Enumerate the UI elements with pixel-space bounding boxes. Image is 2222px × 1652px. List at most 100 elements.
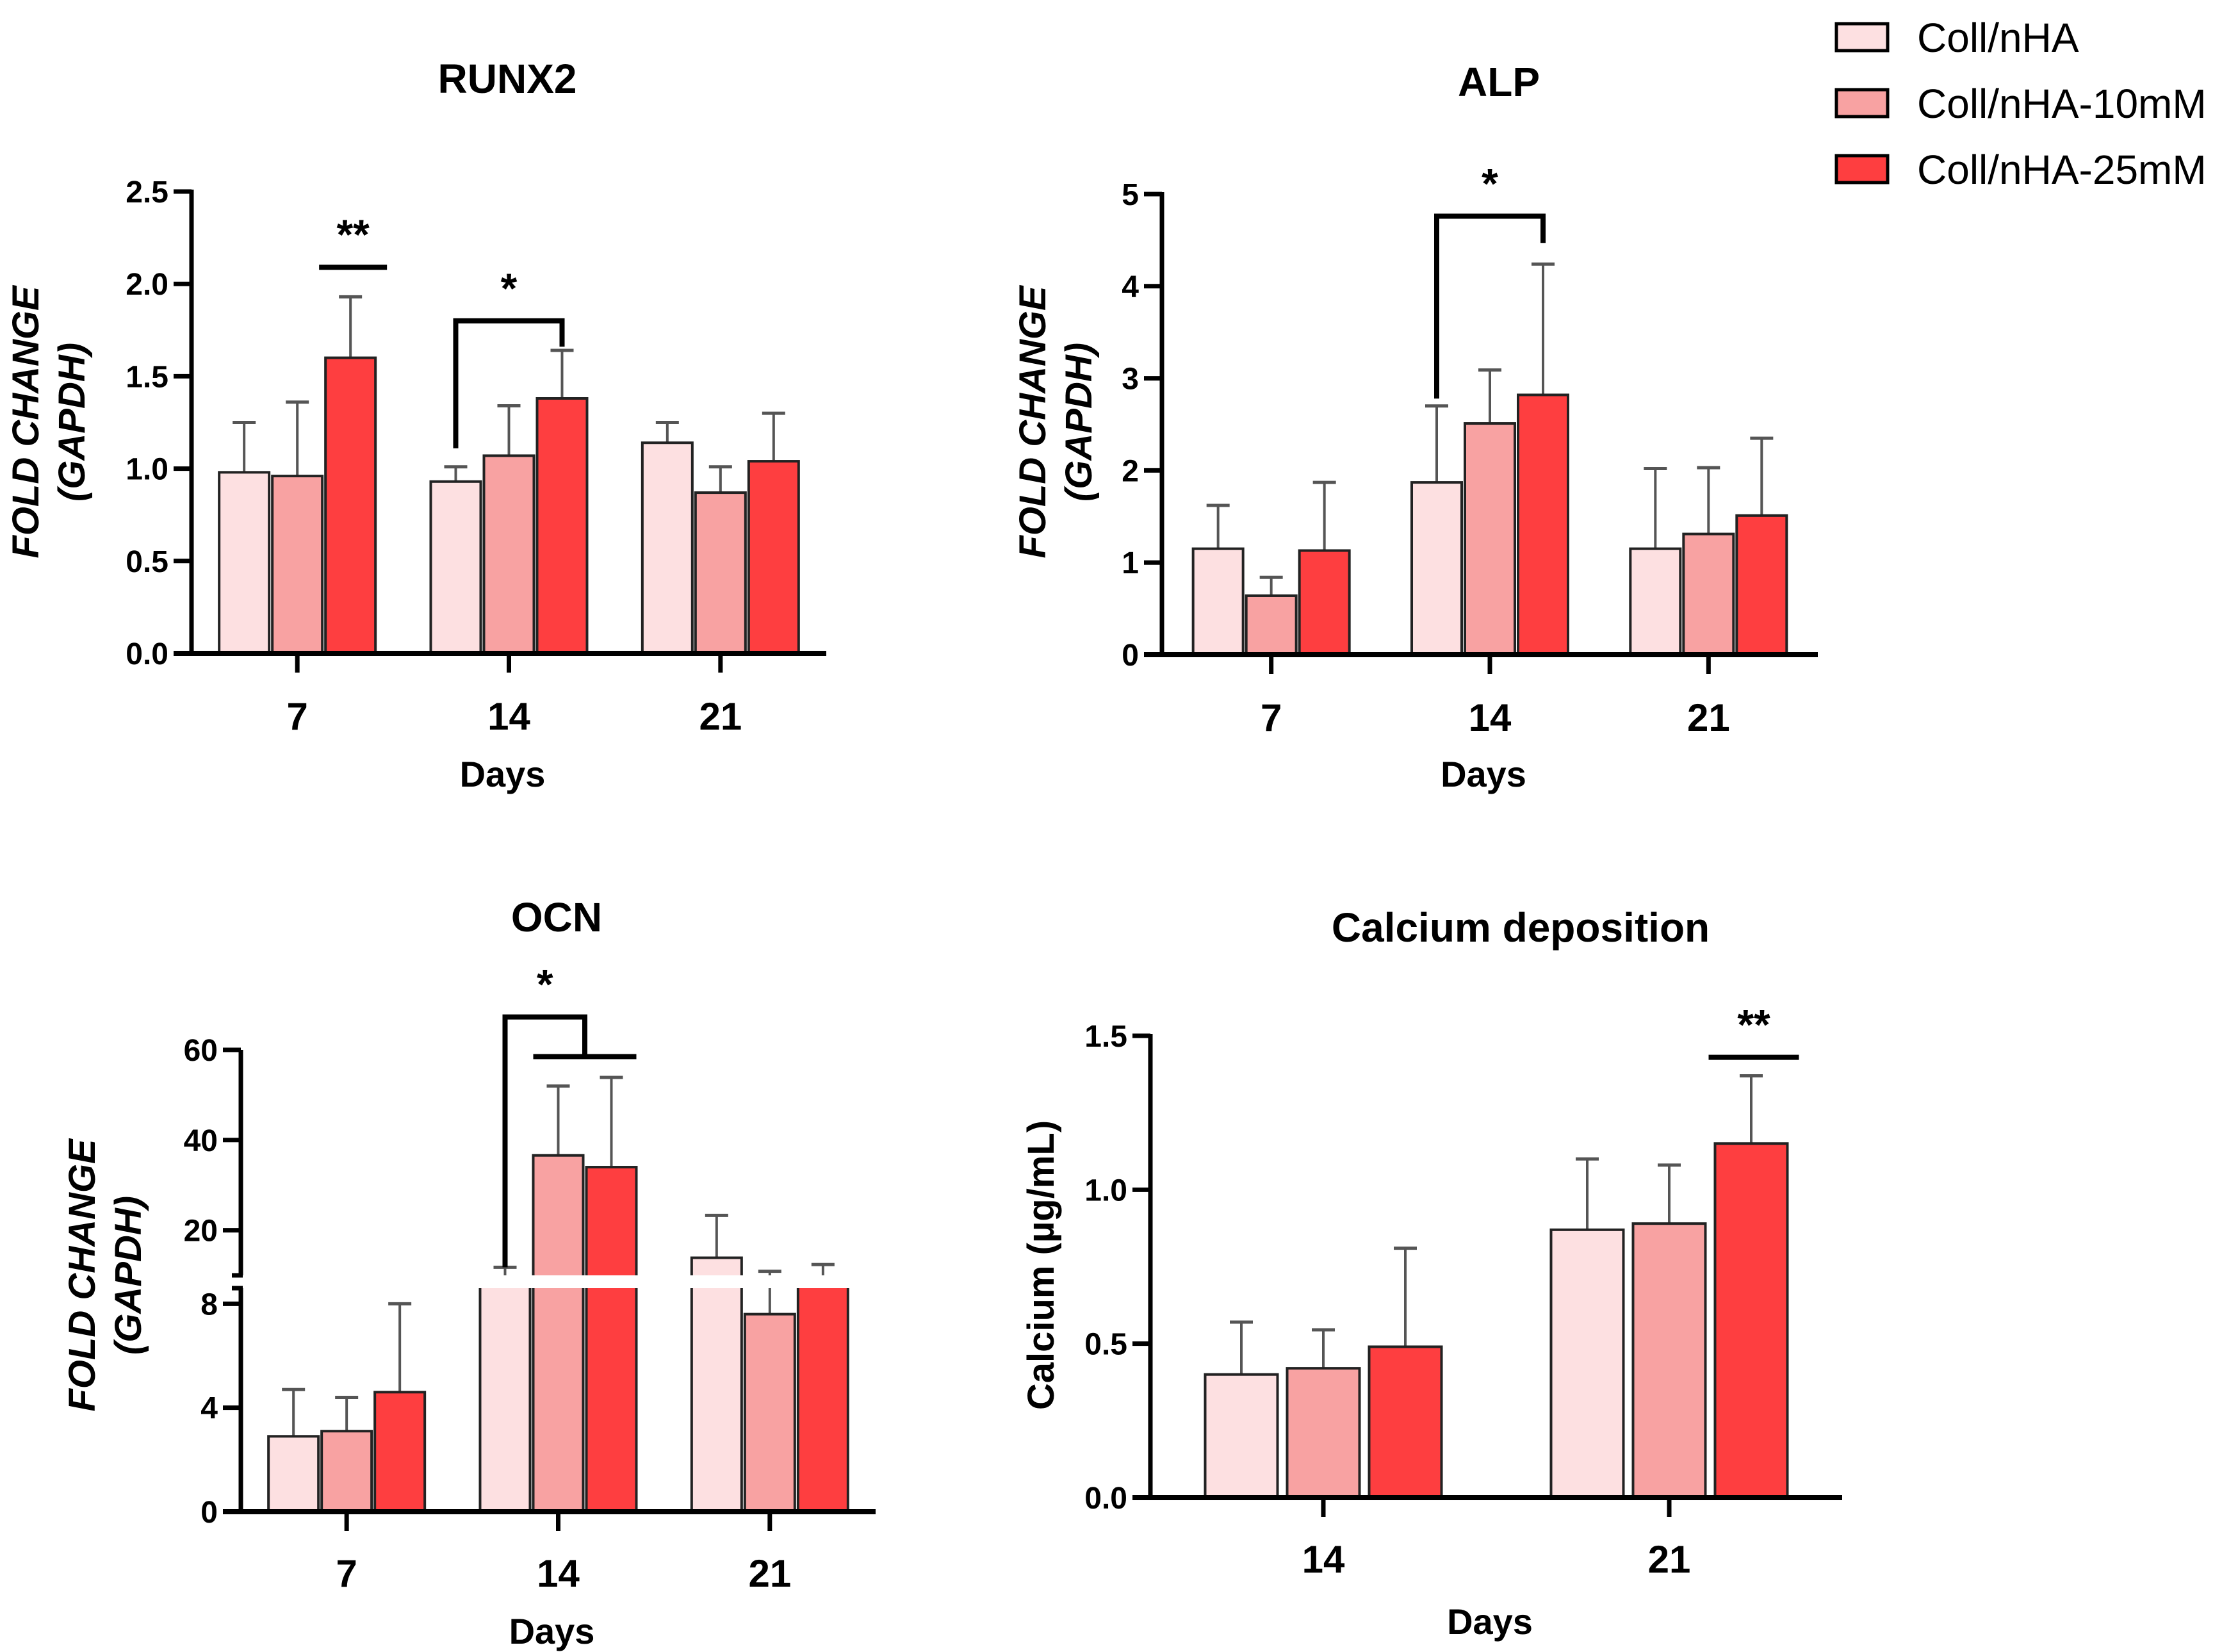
bar: [271, 475, 324, 655]
y-tick-label: 0.0: [126, 637, 168, 671]
bar: [532, 1154, 585, 1513]
chart-title: RUNX2: [438, 56, 577, 102]
significance-label: *: [537, 961, 553, 1008]
x-axis-label: Days: [460, 754, 546, 794]
x-tick-label: 14: [537, 1552, 580, 1595]
bar: [747, 460, 800, 655]
bar: [1517, 393, 1569, 656]
chart-title: ALP: [1458, 59, 1540, 105]
chart-title: OCN: [511, 894, 602, 940]
y-axis-label: (GAPDH): [1058, 343, 1100, 502]
bar: [1410, 481, 1463, 656]
y-tick-label: 1.5: [126, 360, 168, 394]
x-tick-label: 21: [699, 695, 742, 738]
legend-swatch: [1834, 154, 1890, 184]
bar: [373, 1391, 427, 1514]
x-tick-label: 7: [1261, 696, 1282, 739]
bar: [796, 1279, 849, 1513]
bar: [743, 1313, 796, 1513]
bar: [1549, 1228, 1625, 1499]
chart-calcium-deposition: Calcium deposition 0.0 0.5 1.0 1.5 14 21 Days Ca…: [1020, 904, 1842, 1642]
bar: [324, 356, 377, 655]
y-tick-label: 20: [184, 1214, 218, 1248]
significance-label: **: [1737, 1001, 1770, 1049]
y-tick-label: 2: [1122, 454, 1139, 488]
y-axis-label: Calcium (µg/mL): [1020, 1120, 1062, 1410]
significance-label: *: [501, 265, 518, 312]
bar: [1191, 547, 1245, 656]
bar: [690, 1256, 743, 1513]
y-tick-label: 4: [200, 1392, 218, 1426]
bar: [1631, 1222, 1707, 1499]
x-tick-label: 7: [336, 1552, 357, 1595]
bar: [482, 454, 535, 655]
significance-label: **: [336, 211, 370, 258]
y-axis-label: (GAPDH): [51, 343, 93, 502]
y-tick-label: 0: [200, 1496, 218, 1530]
legend-swatch: [1834, 22, 1890, 53]
x-axis-label: Days: [1447, 1601, 1533, 1642]
bar: [1464, 422, 1516, 656]
y-axis-label: FOLD CHANGE: [5, 284, 47, 559]
y-tick-label: 2.5: [126, 176, 168, 209]
significance-label: *: [1482, 160, 1498, 208]
bar: [585, 1166, 638, 1514]
y-tick-label: 2.0: [126, 268, 168, 302]
y-tick-label: 40: [184, 1124, 218, 1158]
chart-alp: ALP 0 1 2 3 4 5 7 14 21 Days FOLD CHANGE (GAPDH) *: [1012, 59, 1818, 794]
bar: [535, 397, 589, 655]
y-axis-label: (GAPDH): [108, 1196, 149, 1355]
legend-swatch: [1834, 88, 1890, 119]
bar: [429, 480, 482, 655]
y-tick-label: 1.0: [126, 453, 168, 487]
bar: [478, 1277, 532, 1513]
bar: [641, 441, 694, 655]
y-axis-label: FOLD CHANGE: [61, 1138, 103, 1412]
y-axis-label: FOLD CHANGE: [1012, 284, 1054, 559]
y-tick-label: 0.5: [126, 545, 168, 579]
bar: [1735, 514, 1788, 656]
bar: [1368, 1345, 1443, 1500]
bar: [1629, 547, 1682, 656]
bar: [1298, 549, 1351, 656]
bar: [218, 471, 271, 655]
significance-bracket: [453, 318, 565, 448]
bar: [1245, 594, 1298, 657]
x-tick-label: 21: [1687, 696, 1730, 739]
bar: [267, 1435, 320, 1514]
x-axis-label: Days: [509, 1611, 595, 1651]
bar: [1286, 1367, 1361, 1500]
x-tick-label: 21: [748, 1552, 791, 1595]
legend-label: Coll/nHA-10mM: [1917, 81, 2207, 127]
bar: [694, 491, 747, 655]
y-tick-label: 4: [1122, 270, 1139, 304]
y-tick-label: 5: [1122, 178, 1139, 212]
y-tick-label: 1.5: [1084, 1020, 1127, 1054]
chart-ocn: OCN 0 4 8 20 40 60 7 14 21 Days FOLD CHANGE (GAPDH) *: [61, 894, 882, 1651]
y-tick-label: 60: [184, 1034, 218, 1068]
significance-bracket: [502, 1014, 587, 1268]
significance-bracket: [1434, 213, 1546, 399]
x-tick-label: 14: [1302, 1538, 1345, 1581]
y-tick-label: 0.5: [1084, 1328, 1127, 1362]
bar: [1682, 532, 1735, 657]
y-tick-label: 8: [200, 1288, 218, 1321]
y-tick-label: 1.0: [1084, 1174, 1127, 1207]
x-tick-label: 21: [1648, 1538, 1691, 1581]
x-axis-label: Days: [1441, 754, 1526, 794]
chart-runx2: RUNX2 0.0 0.5 1.0 1.5 2.0 2.5 7 14 21 Days FOLD CHA…: [5, 56, 826, 794]
legend: Coll/nHA Coll/nHA-10mM Coll/nHA-25mM: [1834, 15, 2207, 193]
y-tick-label: 3: [1122, 363, 1139, 397]
legend-label: Coll/nHA: [1917, 15, 2079, 61]
legend-label: Coll/nHA-25mM: [1917, 147, 2207, 193]
x-tick-label: 7: [286, 695, 307, 738]
x-tick-label: 14: [1469, 696, 1512, 739]
y-tick-label: 0: [1122, 639, 1139, 673]
chart-title: Calcium deposition: [1332, 904, 1710, 951]
bar: [1713, 1142, 1789, 1499]
axis-break-gap: [247, 1275, 882, 1288]
y-tick-label: 1: [1122, 546, 1139, 580]
y-tick-label: 0.0: [1084, 1482, 1127, 1516]
